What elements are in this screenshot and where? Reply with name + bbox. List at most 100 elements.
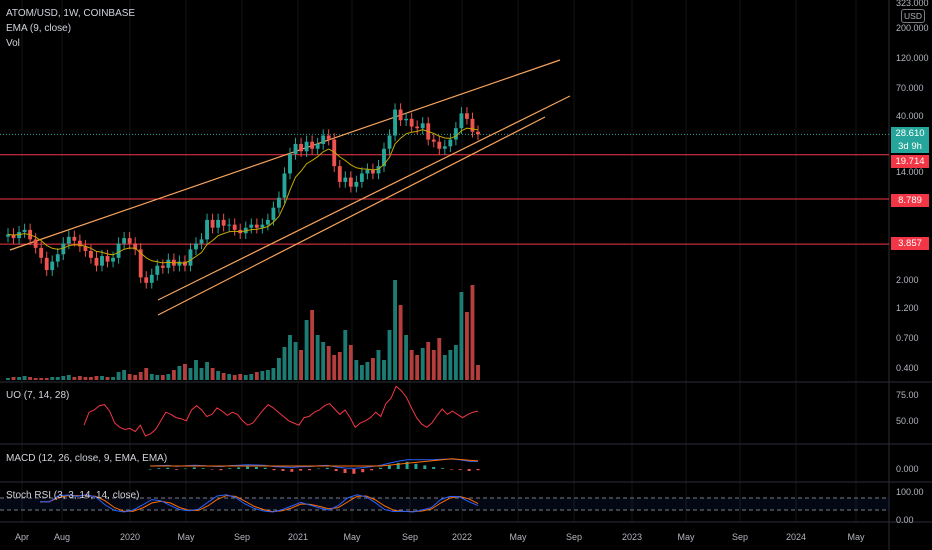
- volume-bar: [415, 355, 420, 380]
- volume-bar: [44, 378, 49, 380]
- volume-bar: [227, 374, 232, 380]
- volume-bar: [171, 370, 176, 380]
- candle-body: [17, 232, 21, 239]
- legend-symbol[interactable]: ATOM/USD, 1W, COINBASE: [6, 8, 136, 19]
- candle-body: [326, 135, 331, 140]
- volume-bar: [138, 372, 143, 380]
- volume-bar: [337, 352, 342, 380]
- candle-body: [116, 243, 121, 258]
- volume-bar: [348, 345, 353, 380]
- candle-body: [254, 224, 259, 228]
- price-axis[interactable]: 323.000 200.000 120.000 70.000 40.000 14.000 2…: [896, 0, 929, 525]
- macd-signal-line: [150, 458, 479, 467]
- volume-bar: [144, 368, 149, 380]
- macd-hist-bar: [166, 467, 170, 469]
- candle-body: [210, 219, 215, 228]
- volume-bar: [376, 350, 381, 380]
- macd-hist-bar: [299, 469, 303, 471]
- legend-ema[interactable]: EMA (9, close): [6, 23, 72, 34]
- candle-body: [365, 169, 370, 174]
- candle-body: [149, 274, 154, 283]
- level-tag-2: 8.789: [891, 194, 929, 207]
- candle-body: [382, 148, 386, 167]
- legend-stoch[interactable]: Stoch RSI (3, 3, 14, 14, close): [6, 490, 140, 501]
- macd-hist-bar: [414, 463, 418, 469]
- macd-tick-label: 0.000: [896, 464, 919, 474]
- legend-uo[interactable]: UO (7, 14, 28): [6, 390, 70, 401]
- volume-bar: [210, 368, 215, 380]
- candle-body: [348, 177, 353, 187]
- uo-pane: [83, 385, 479, 437]
- macd-hist-bar: [449, 469, 453, 470]
- macd-hist-bar: [467, 469, 471, 471]
- macd-hist-bar: [441, 468, 445, 469]
- volume-bar: [465, 312, 469, 380]
- macd-hist-bar: [183, 468, 187, 470]
- currency-button[interactable]: USD: [901, 9, 925, 23]
- price-tick-label: 323.000: [896, 0, 929, 8]
- candle-body: [177, 261, 182, 266]
- legend-vol[interactable]: Vol: [6, 38, 20, 49]
- candle-body: [453, 128, 458, 140]
- candle-body: [387, 135, 392, 149]
- volume-bar: [398, 305, 403, 380]
- volume-bar: [17, 377, 21, 380]
- candle-body: [359, 173, 364, 182]
- volume-bar: [89, 377, 93, 380]
- bar-countdown: 3d 9h: [898, 141, 922, 152]
- macd-hist-bar: [458, 469, 462, 470]
- candle-body: [398, 109, 403, 121]
- volume-bar: [453, 345, 458, 380]
- time-tick-label: 2023: [622, 532, 642, 542]
- macd-hist-bar: [352, 469, 356, 474]
- macd-hist-bar: [370, 469, 374, 471]
- volume-bar: [199, 368, 204, 380]
- price-tick-label: 14.000: [896, 167, 924, 177]
- time-tick-label: May: [677, 532, 695, 542]
- macd-hist-bar: [405, 461, 409, 469]
- volume-bar: [315, 335, 320, 380]
- candle-body: [393, 109, 397, 136]
- macd-hist-bar: [396, 463, 400, 469]
- macd-hist-bar: [175, 469, 179, 470]
- candle-body: [138, 249, 143, 278]
- volume-bar: [105, 377, 110, 380]
- candle-body: [22, 229, 27, 233]
- candle-body: [371, 169, 375, 174]
- uo-line: [83, 385, 479, 437]
- ema-line: [7, 127, 479, 264]
- volume-bar: [299, 350, 303, 380]
- candle-body: [321, 135, 326, 144]
- candle-body: [44, 257, 49, 271]
- volume-bar: [149, 374, 154, 380]
- candle-body: [442, 146, 447, 149]
- legend-macd[interactable]: MACD (12, 26, close, 9, EMA, EMA): [6, 453, 168, 464]
- time-tick-label: Sep: [732, 532, 748, 542]
- volume-bar: [122, 370, 127, 380]
- time-axis[interactable]: Apr Aug 2020 May Sep 2021 May Sep 2022 May Sep 2023…: [15, 532, 865, 542]
- time-tick-label: 2020: [120, 532, 140, 542]
- current-price-tag: 28.610 3d 9h: [891, 127, 929, 153]
- uo-tick-label: 50.00: [896, 416, 919, 426]
- candle-body: [72, 236, 77, 241]
- candle-body: [194, 243, 198, 250]
- candle-body: [77, 240, 82, 247]
- macd-hist-bar: [157, 468, 161, 469]
- uo-tick-label: 75.00: [896, 390, 919, 400]
- candle-body: [55, 254, 60, 262]
- macd-hist-bar: [343, 469, 347, 473]
- volume-bar: [404, 335, 409, 380]
- candle-body: [376, 166, 381, 174]
- candle-body: [404, 118, 409, 121]
- volume-bar: [243, 375, 248, 380]
- candle-body: [343, 177, 348, 182]
- time-tick-label: Apr: [15, 532, 29, 542]
- candle-body: [205, 219, 209, 240]
- macd-hist-bar: [272, 469, 276, 471]
- candle-body: [310, 141, 315, 149]
- volume-bar: [321, 342, 326, 380]
- volume-bar: [50, 377, 55, 380]
- candle-body: [94, 257, 99, 266]
- volume-bar: [188, 368, 193, 380]
